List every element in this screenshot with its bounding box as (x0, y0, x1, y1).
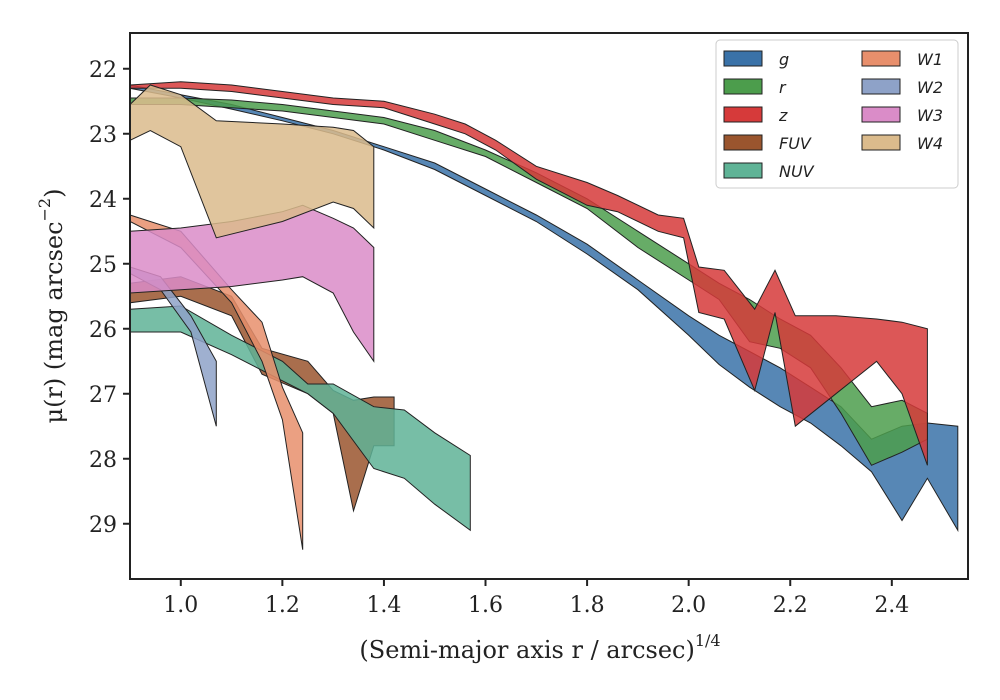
y-axis: 22 23 24 25 26 27 28 29 (89, 58, 130, 538)
plot-frame (129, 32, 969, 580)
legend-swatch-z (723, 106, 763, 123)
y-tick-label: 27 (89, 383, 117, 408)
x-tick-label: 1.4 (366, 593, 401, 618)
x-tick-label: 2.0 (671, 593, 706, 618)
x-tick-label: 2.4 (874, 593, 909, 618)
x-tick-label: 1.2 (265, 593, 300, 618)
y-tick-label: 23 (89, 123, 117, 148)
series-bands (129, 81, 959, 550)
x-tick-label: 1.6 (468, 593, 503, 618)
legend-label-w2: W2 (917, 78, 943, 97)
legend-label-g: g (779, 50, 789, 69)
y-tick-label: 24 (89, 188, 117, 213)
y-axis-title-exponent: −2 (35, 198, 54, 222)
y-tick-label: 25 (89, 253, 117, 278)
legend-label-w4: W4 (917, 134, 943, 153)
band-nuv (129, 305, 471, 532)
legend-frame (715, 39, 959, 189)
legend-swatch-w2 (861, 78, 901, 95)
legend-label-nuv: NUV (779, 162, 815, 181)
x-tick-label: 2.2 (773, 593, 808, 618)
legend-label-r: r (779, 78, 787, 97)
band-g (129, 84, 959, 533)
legend-label-z: z (778, 106, 788, 125)
x-tick-label: 1.0 (163, 593, 198, 618)
y-tick-label: 28 (89, 448, 117, 473)
legend-swatch-w4 (861, 134, 901, 151)
legend-label-fuv: FUV (779, 134, 812, 153)
band-z (129, 81, 928, 466)
legend-swatch-r (723, 78, 763, 95)
legend-label-w3: W3 (917, 106, 943, 125)
legend-swatch-w1 (861, 50, 901, 67)
x-axis-title-exponent: 1/4 (695, 631, 721, 650)
y-tick-label: 22 (89, 58, 117, 83)
band-w4 (129, 84, 375, 239)
legend: grz FUV NUV W1 W2 W3 W4 (715, 39, 959, 189)
x-tick-label: 1.8 (570, 593, 605, 618)
x-axis: 1.0 1.2 1.4 1.6 1.8 2.0 2.2 2.4 (163, 579, 909, 618)
x-axis-title: (Semi-major axis r / arcsec)1/4 (359, 631, 720, 664)
y-tick-label: 29 (89, 513, 117, 538)
legend-swatch-fuv (723, 134, 763, 151)
legend-swatch-nuv (723, 162, 763, 179)
legend-label-w1: W1 (917, 50, 943, 69)
legend-swatch-w3 (861, 106, 901, 123)
legend-swatch-g (723, 50, 763, 67)
y-axis-title: μ(r) (mag arcsec−2) (35, 189, 68, 424)
y-tick-label: 26 (89, 318, 117, 343)
